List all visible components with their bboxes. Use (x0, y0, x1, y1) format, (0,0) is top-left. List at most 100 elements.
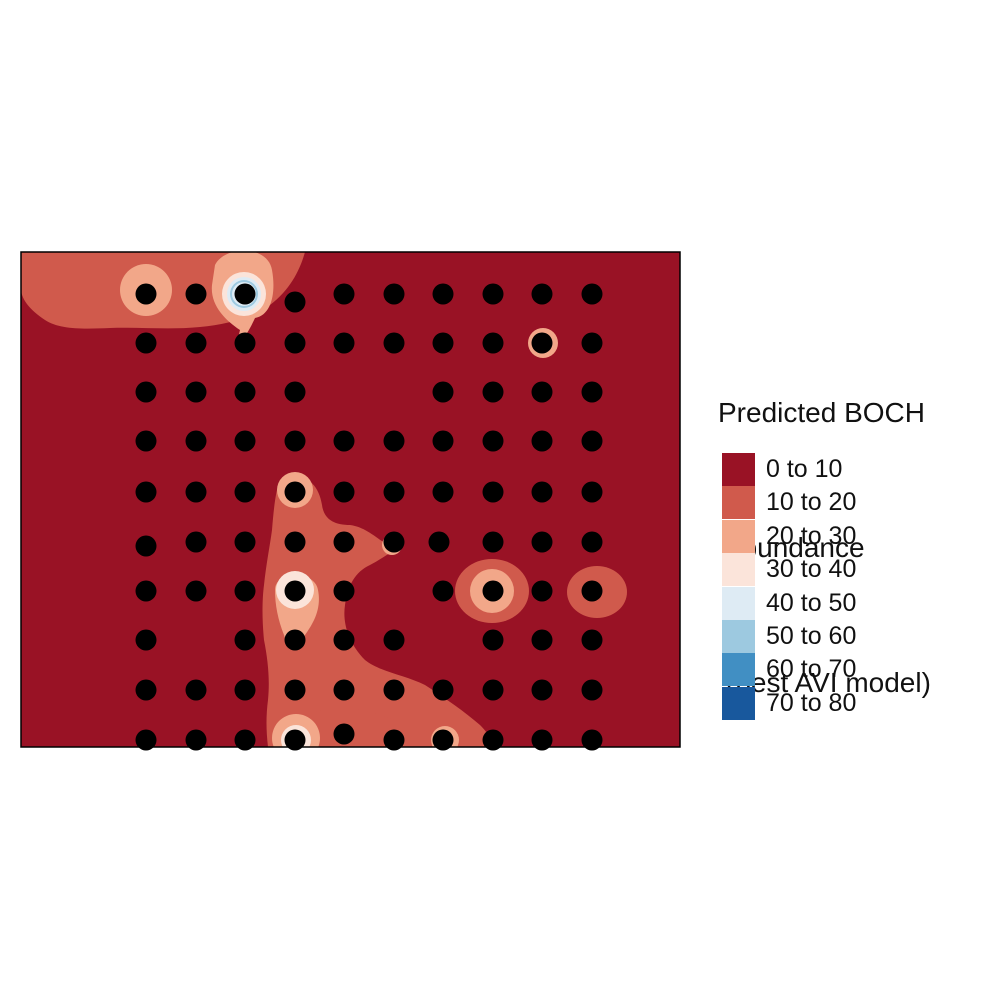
abundance-surface (21, 252, 627, 747)
legend: Predicted BOCH abundance (best AVI model… (718, 300, 988, 795)
legend-item: 50 to 60 (722, 620, 922, 653)
legend-swatch (722, 586, 755, 620)
legend-label: 60 to 70 (766, 655, 857, 684)
survey-point (581, 481, 603, 503)
legend-swatch (722, 453, 755, 486)
survey-point (284, 729, 306, 751)
survey-point (185, 580, 207, 602)
survey-point (432, 381, 454, 403)
survey-point (432, 430, 454, 452)
legend-label: 40 to 50 (766, 588, 857, 617)
survey-point (185, 332, 207, 354)
legend-swatch (722, 620, 755, 653)
legend-item: 20 to 30 (722, 519, 922, 553)
survey-point (432, 481, 454, 503)
survey-point (432, 283, 454, 305)
legend-item: 10 to 20 (722, 486, 922, 520)
survey-point (333, 481, 355, 503)
survey-point (185, 283, 207, 305)
survey-point (383, 481, 405, 503)
legend-swatch (722, 653, 755, 687)
survey-point (581, 729, 603, 751)
legend-label: 70 to 80 (766, 688, 857, 717)
legend-label: 50 to 60 (766, 622, 857, 650)
survey-point (581, 283, 603, 305)
survey-point (234, 481, 256, 503)
survey-point (383, 531, 405, 553)
survey-point (383, 729, 405, 751)
survey-point (185, 729, 207, 751)
survey-point (333, 430, 355, 452)
survey-point (234, 729, 256, 751)
survey-point (531, 729, 553, 751)
survey-point (482, 679, 504, 701)
survey-point (234, 531, 256, 553)
zone-10-20-central (262, 476, 497, 747)
legend-swatch (722, 519, 755, 553)
zone-10-20-south-bulge (290, 708, 460, 747)
survey-point (581, 580, 603, 602)
survey-point (531, 283, 553, 305)
survey-point (428, 531, 450, 553)
survey-point (284, 629, 306, 651)
survey-point (482, 332, 504, 354)
survey-point (234, 430, 256, 452)
survey-point (284, 332, 306, 354)
legend-item: 30 to 40 (722, 553, 922, 587)
legend-title: Predicted BOCH abundance (best AVI model… (718, 300, 988, 795)
survey-point (234, 283, 256, 305)
survey-point (185, 679, 207, 701)
survey-point (432, 729, 454, 751)
survey-point (135, 679, 157, 701)
survey-point (482, 381, 504, 403)
survey-point (383, 629, 405, 651)
survey-point (234, 679, 256, 701)
survey-point (333, 629, 355, 651)
survey-points (135, 283, 603, 751)
survey-point (234, 381, 256, 403)
survey-point (135, 381, 157, 403)
survey-point (333, 283, 355, 305)
survey-point (135, 535, 157, 557)
survey-point (333, 332, 355, 354)
survey-point (531, 629, 553, 651)
survey-point (432, 679, 454, 701)
survey-point (234, 580, 256, 602)
survey-point (482, 729, 504, 751)
survey-point (135, 629, 157, 651)
survey-point (185, 430, 207, 452)
survey-point (135, 332, 157, 354)
survey-point (531, 679, 553, 701)
survey-point (581, 430, 603, 452)
survey-point (284, 430, 306, 452)
survey-point (135, 283, 157, 305)
legend-swatch (722, 686, 755, 720)
survey-point (185, 381, 207, 403)
survey-point (383, 679, 405, 701)
legend-item: 60 to 70 (722, 653, 922, 687)
survey-point (482, 481, 504, 503)
survey-point (284, 481, 306, 503)
survey-point (383, 430, 405, 452)
survey-point (135, 481, 157, 503)
survey-point (432, 580, 454, 602)
survey-point (284, 291, 306, 313)
survey-point (531, 481, 553, 503)
map-frame (20, 251, 681, 748)
survey-point (185, 481, 207, 503)
survey-point (581, 679, 603, 701)
survey-point (581, 629, 603, 651)
survey-point (333, 580, 355, 602)
legend-label: 0 to 10 (766, 455, 843, 483)
survey-point (284, 679, 306, 701)
survey-point (581, 332, 603, 354)
survey-point (284, 381, 306, 403)
survey-point (135, 729, 157, 751)
survey-point (531, 332, 553, 354)
survey-point (531, 531, 553, 553)
survey-point (531, 580, 553, 602)
survey-point (234, 629, 256, 651)
survey-point (234, 332, 256, 354)
survey-point (531, 381, 553, 403)
